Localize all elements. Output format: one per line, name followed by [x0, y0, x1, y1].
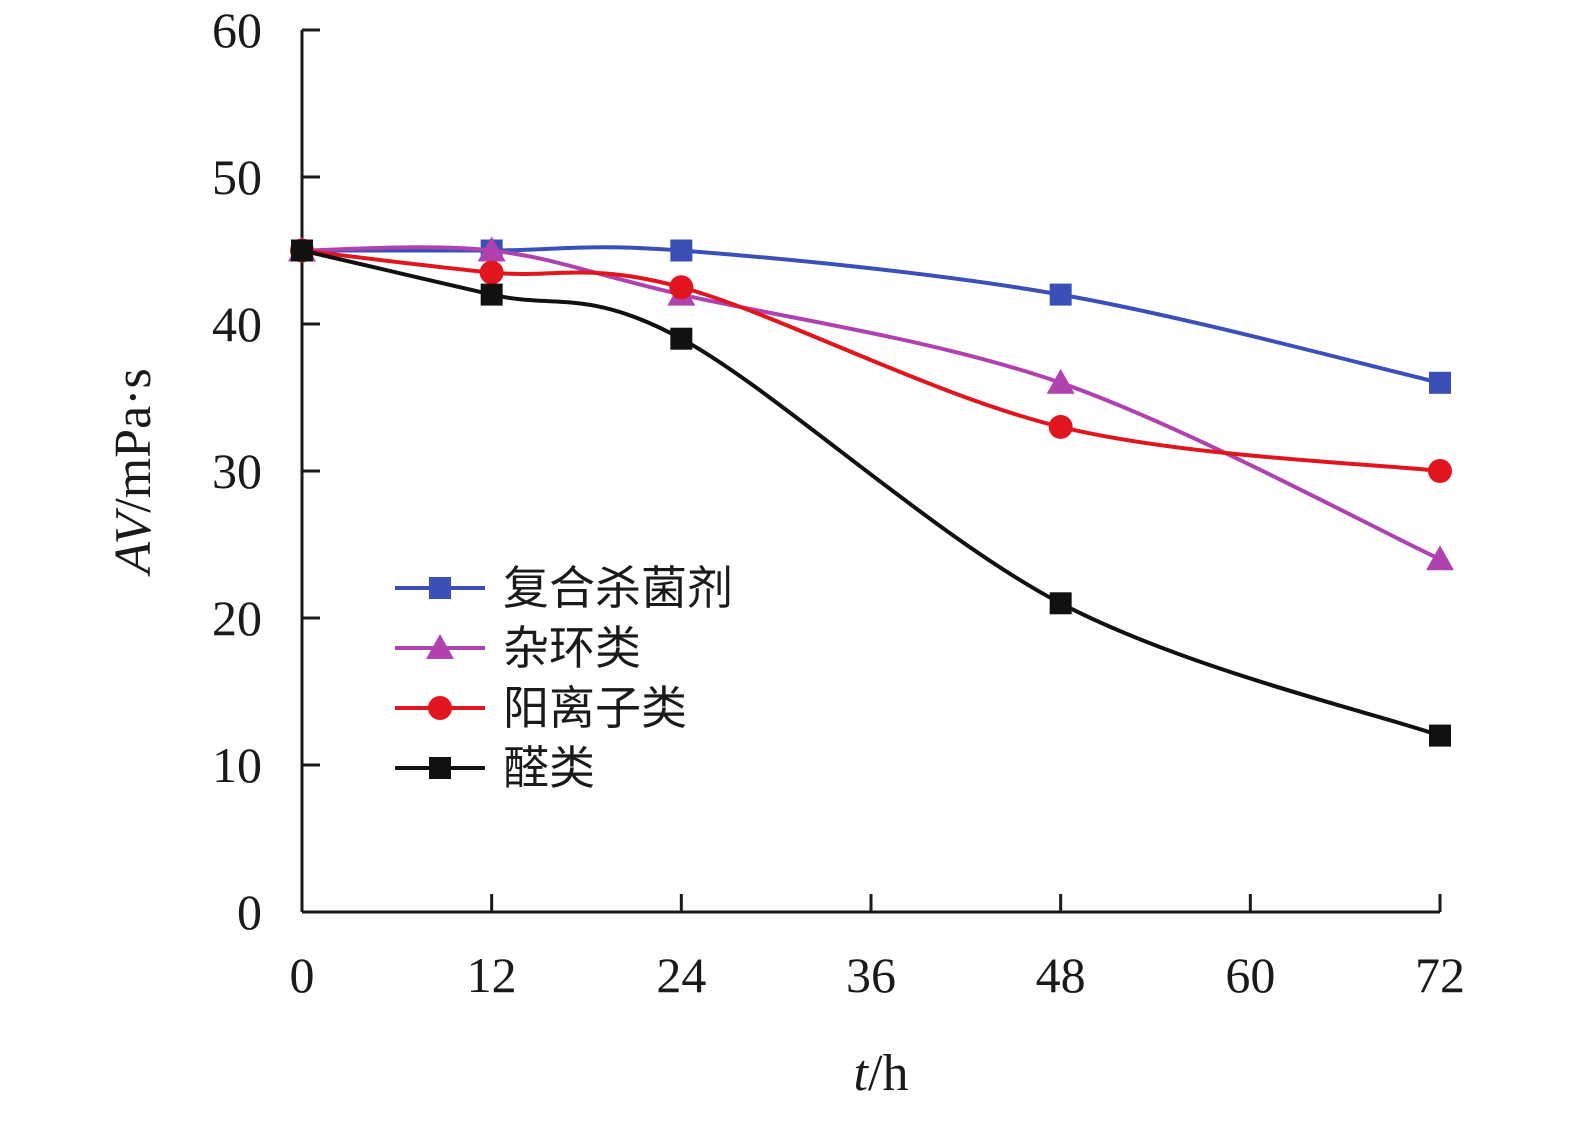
legend-swatch-marker — [429, 757, 451, 779]
data-point — [1048, 414, 1073, 439]
legend-item: 杂环类 — [395, 621, 641, 675]
x-tick-label: 36 — [846, 947, 896, 1003]
axes: 0 10 20 30 40 50 60 0 12 24 36 48 60 72 — [212, 2, 1465, 1003]
y-axis-title-var: AV — [105, 508, 162, 577]
y-tick-label: 60 — [212, 2, 262, 58]
legend-item: 阳离子类 — [395, 681, 687, 735]
y-axis-title: AV/mPa·s — [105, 368, 162, 576]
series-0 — [291, 239, 1451, 394]
legend-swatch-marker — [428, 696, 452, 720]
legend-label: 杂环类 — [503, 621, 641, 675]
series-line — [301, 248, 1441, 738]
legend-label: 复合杀菌剂 — [503, 561, 733, 615]
x-tick-label: 72 — [1415, 947, 1465, 1003]
x-tick-label: 60 — [1225, 947, 1275, 1003]
data-point — [1049, 592, 1072, 615]
y-axis-title-unit: /mPa·s — [105, 368, 162, 512]
legend-item: 复合杀菌剂 — [395, 561, 733, 615]
data-point — [669, 275, 694, 300]
series-line — [301, 245, 1441, 562]
y-tick-label: 20 — [212, 590, 262, 646]
y-tick-label: 0 — [237, 884, 262, 940]
x-axis-title-unit: /h — [868, 1045, 908, 1102]
data-point — [1429, 371, 1451, 394]
legend-label: 阳离子类 — [503, 681, 687, 735]
y-tick-label: 10 — [212, 737, 262, 793]
data-point — [480, 283, 503, 306]
series-layer — [288, 236, 1454, 747]
series-line — [301, 248, 1441, 473]
data-point — [1426, 545, 1454, 571]
data-point — [477, 236, 506, 262]
data-point — [1049, 283, 1072, 306]
data-point — [1046, 368, 1075, 394]
data-point — [670, 327, 693, 350]
x-axis-title: t/h — [854, 1045, 909, 1102]
data-point — [291, 239, 313, 262]
x-axis-title-var: t — [854, 1045, 870, 1102]
series-2 — [290, 238, 1452, 483]
legend-label: 醛类 — [503, 741, 595, 795]
legend-swatch-marker — [426, 634, 454, 659]
legend-item: 醛类 — [395, 741, 595, 795]
series-line — [301, 245, 1441, 385]
y-tick-label: 30 — [212, 443, 262, 499]
series-3 — [291, 239, 1451, 747]
data-point — [1428, 459, 1452, 483]
series-1 — [288, 236, 1454, 571]
y-tick-label: 50 — [212, 149, 262, 205]
data-point — [670, 239, 693, 262]
data-point — [1429, 724, 1451, 747]
x-tick-label: 24 — [656, 947, 706, 1003]
legend-swatch-marker — [429, 577, 451, 599]
x-tick-label: 12 — [467, 947, 517, 1003]
y-tick-label: 40 — [212, 296, 262, 352]
x-tick-label: 48 — [1036, 947, 1086, 1003]
x-tick-label: 0 — [290, 947, 315, 1003]
data-point — [479, 260, 504, 285]
